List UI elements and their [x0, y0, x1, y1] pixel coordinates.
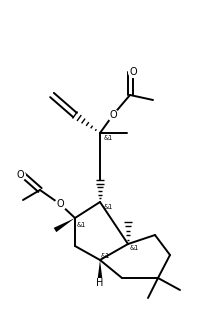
Text: &1: &1 — [129, 245, 139, 251]
Text: &1: &1 — [76, 222, 86, 228]
Text: O: O — [109, 110, 117, 120]
Text: O: O — [56, 199, 64, 209]
Polygon shape — [98, 260, 102, 278]
Text: H: H — [96, 278, 104, 288]
Text: &1: &1 — [100, 253, 110, 259]
Text: O: O — [129, 67, 137, 77]
Polygon shape — [54, 218, 75, 232]
Text: &1: &1 — [103, 204, 113, 210]
Text: &1: &1 — [103, 135, 113, 141]
Text: O: O — [16, 170, 24, 180]
